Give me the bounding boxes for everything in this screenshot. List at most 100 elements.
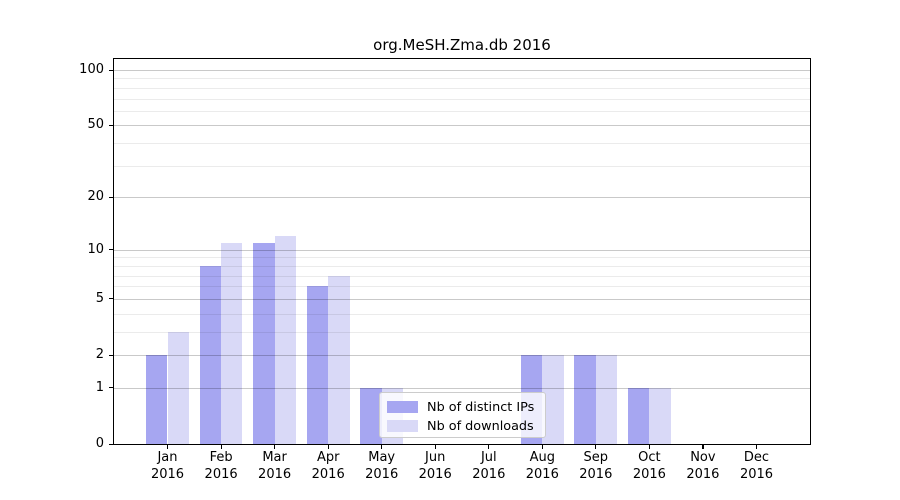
month-label: Mar	[262, 450, 287, 465]
x-tick-label-jul: Jul 2016	[457, 449, 521, 483]
y-tick-mark-5	[109, 298, 114, 300]
major-gridline-5	[114, 298, 810, 300]
x-tick-mark-may	[381, 444, 383, 449]
y-tick-label-1: 1	[95, 379, 104, 395]
month-label: May	[368, 450, 396, 465]
minor-gridline-40	[114, 143, 810, 145]
month-label: Jul	[480, 450, 497, 465]
major-gridline-50	[114, 125, 810, 127]
minor-gridline-3	[114, 331, 810, 333]
y-tick-label-50: 50	[87, 117, 104, 133]
year-label: 2016	[739, 467, 774, 482]
bar-downloads-jan	[167, 331, 189, 444]
legend-item-distinct-ips: Nb of distinct IPs	[387, 398, 537, 416]
y-tick-mark-100	[109, 69, 114, 71]
month-label: Apr	[316, 450, 340, 465]
year-label: 2016	[311, 467, 345, 482]
minor-gridline-60	[114, 110, 810, 112]
x-tick-mark-oct	[648, 444, 651, 449]
y-tick-label-2: 2	[95, 347, 104, 362]
month-label: Dec	[743, 450, 770, 465]
major-gridline-1	[114, 387, 810, 389]
y-tick-mark-50	[109, 124, 114, 127]
year-label: 2016	[686, 467, 720, 482]
bar-distinct-ips-mar	[253, 242, 275, 444]
year-label: 2016	[258, 467, 292, 482]
year-label: 2016	[365, 467, 399, 482]
y-tick-label-5: 5	[95, 290, 104, 306]
minor-gridline-30	[114, 165, 810, 167]
y-tick-label-10: 10	[87, 241, 104, 257]
major-gridline-100	[114, 70, 810, 71]
x-tick-label-nov: Nov 2016	[671, 449, 735, 483]
x-tick-label-feb: Feb 2016	[189, 449, 253, 483]
minor-gridline-9	[114, 257, 810, 259]
year-label: 2016	[418, 467, 452, 482]
bar-downloads-oct	[649, 387, 671, 444]
x-tick-label-apr: Apr 2016	[296, 449, 360, 483]
x-tick-label-oct: Oct 2016	[617, 449, 681, 483]
bar-distinct-ips-feb	[199, 265, 222, 444]
bar-distinct-ips-apr	[306, 286, 329, 444]
x-tick-mark-feb	[220, 444, 222, 449]
minor-gridline-7	[114, 275, 810, 277]
x-tick-mark-aug	[541, 444, 543, 449]
bar-distinct-ips-sep	[574, 355, 596, 444]
bar-downloads-feb	[221, 242, 243, 444]
x-tick-label-dec: Dec 2016	[725, 449, 789, 483]
bar-downloads-aug	[542, 355, 564, 444]
major-gridline-20	[114, 197, 810, 199]
year-label: 2016	[150, 467, 185, 482]
year-label: 2016	[525, 467, 559, 482]
major-gridline-10	[114, 249, 810, 251]
x-tick-mark-jan	[167, 444, 169, 449]
x-tick-label-mar: Mar 2016	[243, 449, 307, 483]
bar-downloads-apr	[328, 275, 350, 444]
minor-gridline-90	[114, 78, 810, 80]
month-label: Jun	[425, 450, 446, 465]
x-tick-label-may: May 2016	[350, 449, 414, 483]
minor-gridline-70	[114, 98, 810, 100]
legend: Nb of distinct IPs Nb of downloads	[379, 392, 546, 438]
bar-distinct-ips-oct	[628, 387, 650, 444]
year-label: 2016	[472, 467, 506, 482]
x-tick-mark-jun	[434, 444, 436, 449]
legend-label-distinct-ips: Nb of distinct IPs	[427, 399, 535, 415]
legend-swatch-downloads	[387, 420, 418, 432]
y-tick-label-20: 20	[87, 189, 104, 205]
y-tick-mark-1	[109, 387, 114, 389]
minor-gridline-80	[114, 87, 810, 89]
plot-area: Nb of distinct IPs Nb of downloads	[113, 58, 811, 445]
major-gridline-2	[114, 355, 810, 356]
x-tick-label-aug: Aug 2016	[510, 449, 574, 483]
y-tick-label-100: 100	[79, 62, 104, 77]
month-label: Sep	[583, 450, 609, 465]
month-label: Feb	[209, 450, 233, 465]
year-label: 2016	[632, 467, 666, 482]
month-label: Nov	[690, 450, 716, 465]
month-label: Jan	[157, 450, 178, 465]
legend-swatch-distinct-ips	[387, 401, 418, 413]
minor-gridline-8	[114, 265, 810, 267]
x-tick-label-sep: Sep 2016	[564, 449, 628, 483]
y-tick-mark-20	[109, 196, 114, 198]
x-tick-mark-dec	[756, 444, 758, 449]
x-tick-mark-jul	[488, 444, 490, 449]
minor-gridline-6	[114, 286, 810, 288]
x-tick-mark-apr	[327, 444, 329, 449]
y-tick-label-0: 0	[95, 436, 104, 451]
x-tick-label-jun: Jun 2016	[403, 449, 467, 483]
x-tick-mark-sep	[595, 444, 597, 449]
x-tick-label-jan: Jan 2016	[136, 449, 200, 483]
y-tick-mark-10	[109, 249, 114, 251]
x-tick-mark-mar	[274, 444, 276, 449]
bar-downloads-mar	[274, 236, 296, 444]
x-tick-mark-nov	[702, 444, 704, 449]
month-label: Aug	[529, 450, 555, 465]
year-label: 2016	[204, 467, 238, 482]
month-label: Oct	[638, 450, 661, 465]
y-tick-mark-0	[109, 443, 114, 445]
bar-distinct-ips-may	[360, 387, 382, 444]
legend-label-downloads: Nb of downloads	[427, 418, 534, 434]
